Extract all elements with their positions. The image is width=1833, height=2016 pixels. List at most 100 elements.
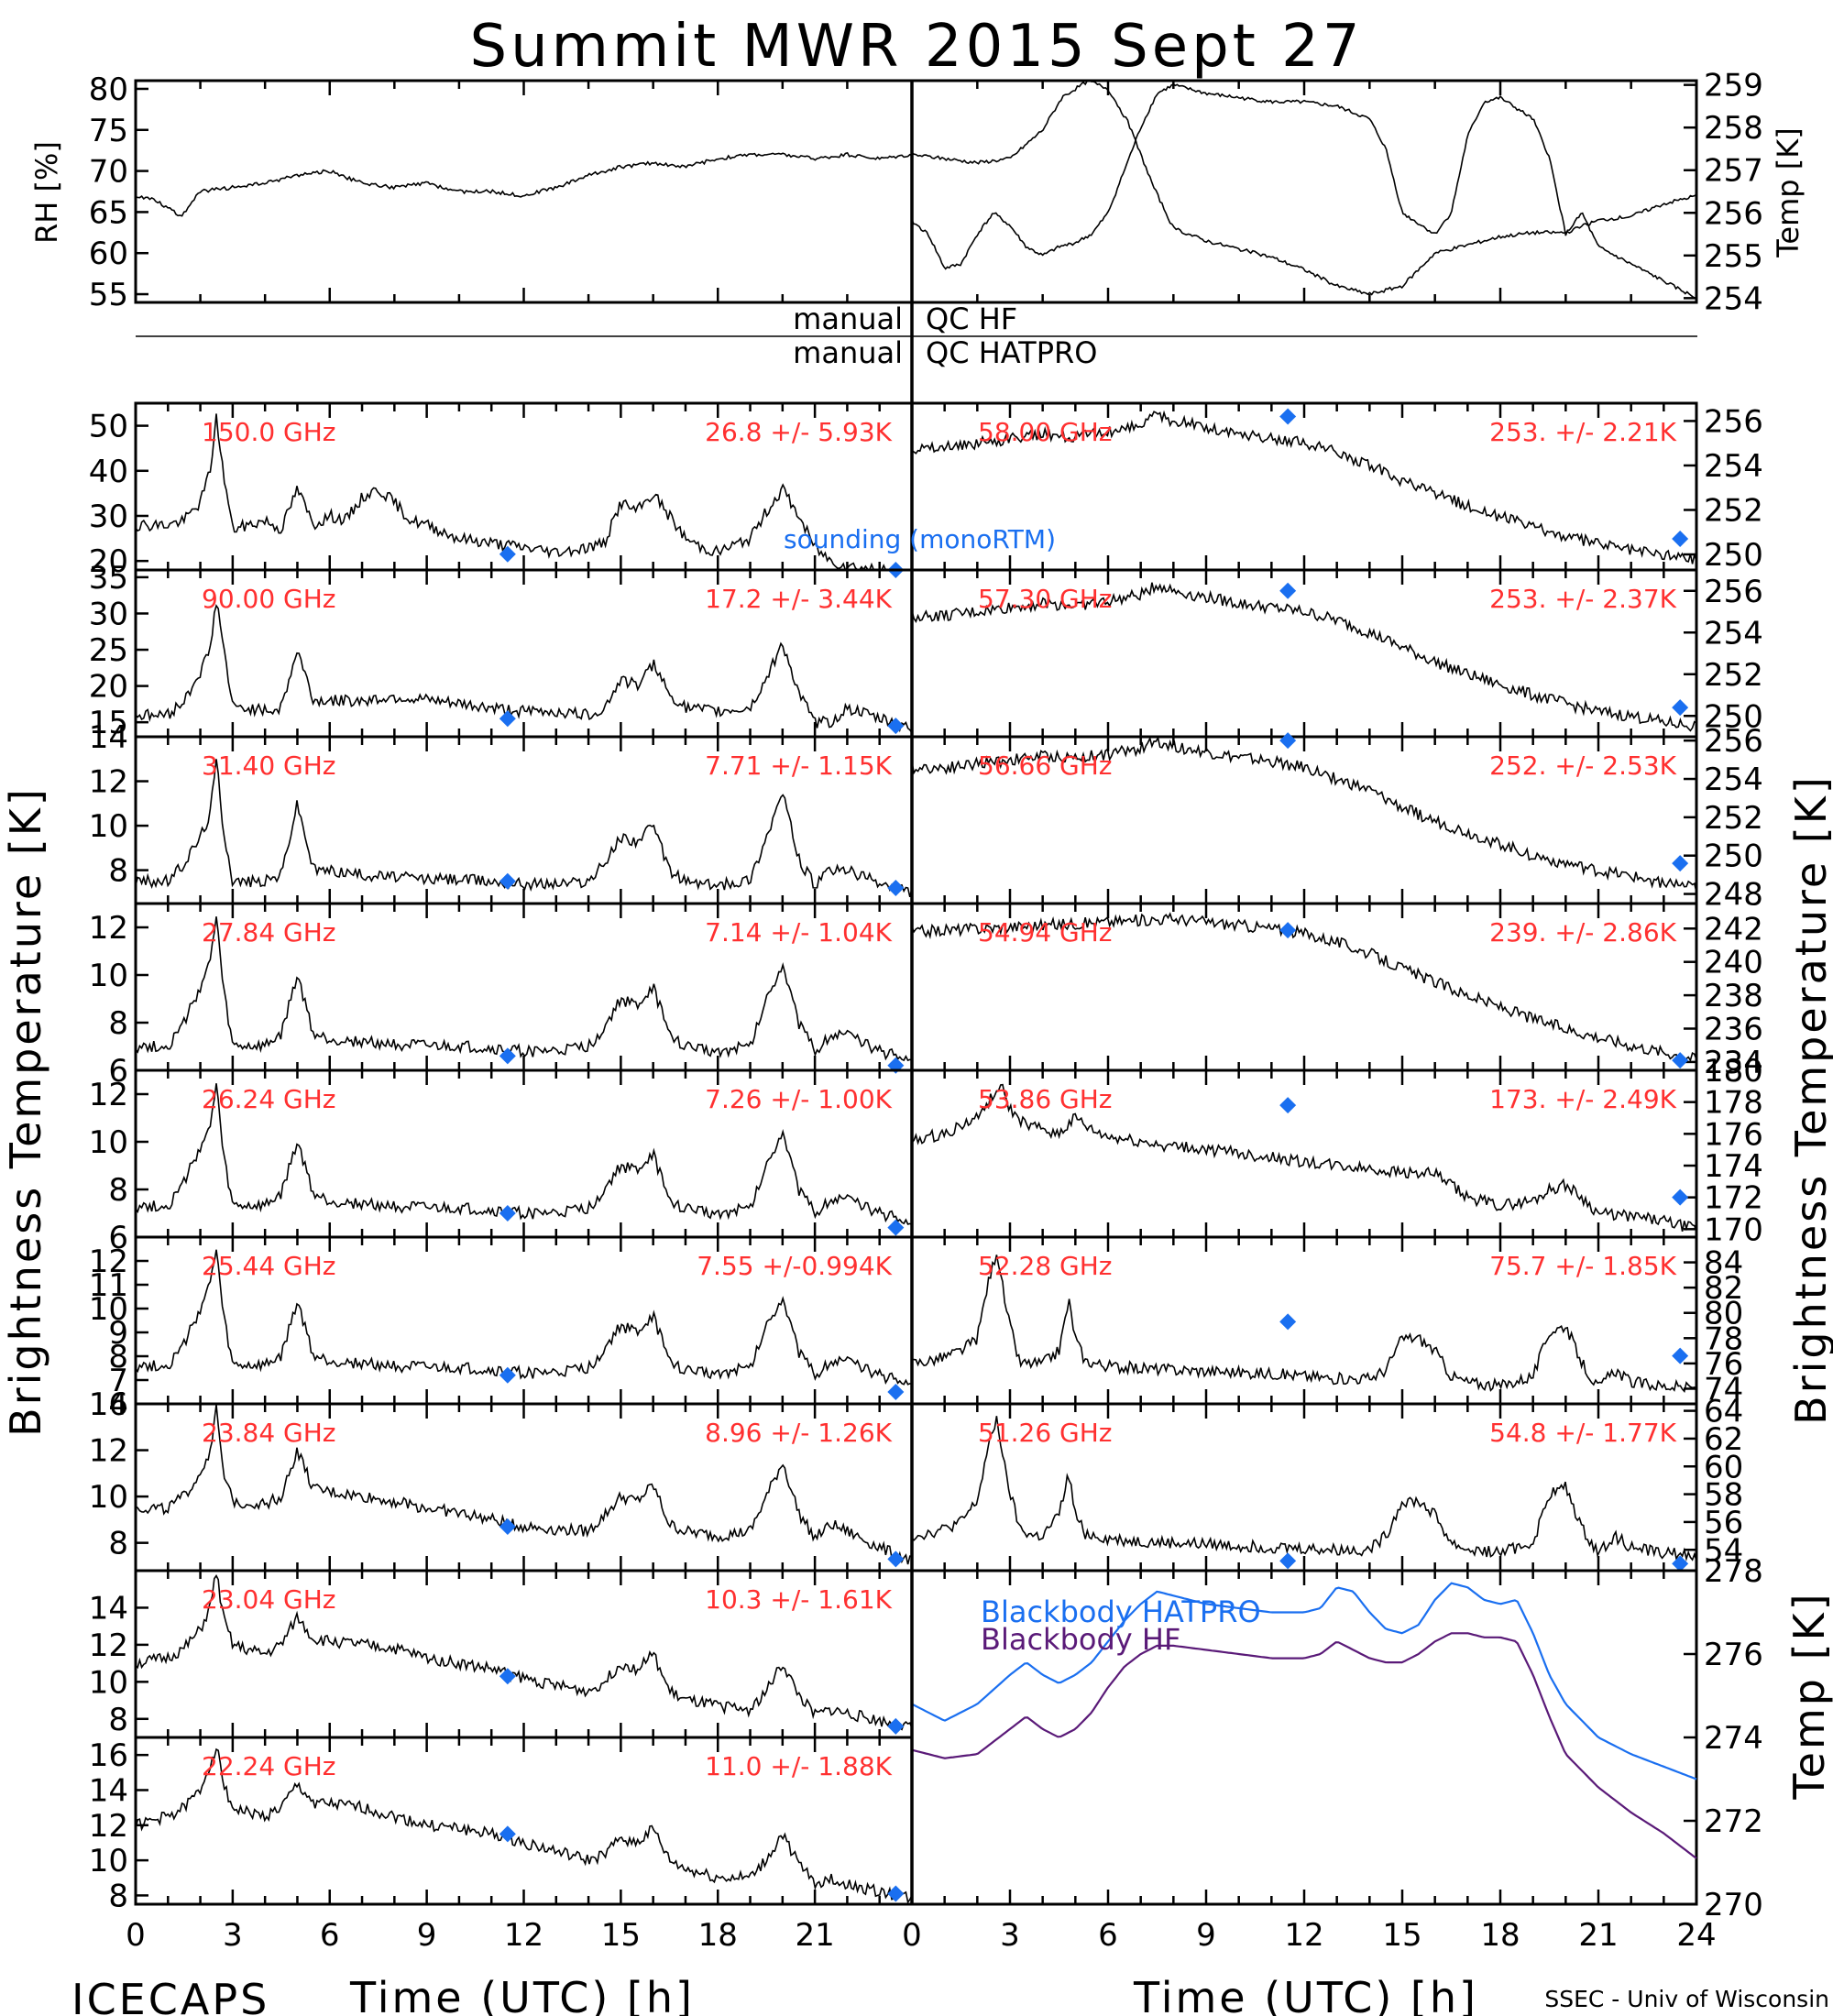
sounding-marker xyxy=(499,1366,516,1384)
sounding-marker xyxy=(1279,922,1297,939)
sounding-marker xyxy=(1279,1313,1297,1331)
y-tick-label: 80 xyxy=(89,71,128,108)
y-tick-label: 256 xyxy=(1704,403,1763,440)
sounding-marker xyxy=(887,1219,905,1236)
panel-stats-label: 26.8 +/- 5.93K xyxy=(705,417,892,447)
y-tick-label: 278 xyxy=(1704,1553,1763,1590)
y-tick-label: 74 xyxy=(1704,1371,1743,1408)
sounding-marker xyxy=(1279,1097,1297,1114)
x-tick-label-right: 18 xyxy=(1480,1917,1520,1954)
y-tick-label: 60 xyxy=(89,236,128,272)
y-tick-label: 10 xyxy=(89,1124,128,1161)
y-tick-label: 16 xyxy=(89,1737,128,1774)
footer-right: SSEC - Univ of Wisconsin xyxy=(1544,1986,1829,2012)
legend-blackbody-hatpro: Blackbody HATPRO xyxy=(981,1594,1261,1629)
panel-stats-label: 239. +/- 2.86K xyxy=(1489,917,1676,948)
y-tick-label: 15 xyxy=(89,705,128,741)
y-tick-label: 255 xyxy=(1704,238,1763,275)
sounding-marker xyxy=(499,710,516,728)
x-tick-label-left: 18 xyxy=(698,1917,738,1954)
sounding-marker xyxy=(1279,732,1297,750)
series-line xyxy=(135,1083,913,1225)
y-tick-label: 248 xyxy=(1704,877,1763,914)
series-line xyxy=(911,80,1697,296)
y-tick-label: 178 xyxy=(1704,1085,1763,1122)
series-line xyxy=(135,1573,913,1732)
y-tick-label: 257 xyxy=(1704,153,1763,190)
x-tick-label-left: 0 xyxy=(126,1917,146,1954)
y-tick-label: 8 xyxy=(108,853,128,890)
panel-frequency-label: 57.30 GHz xyxy=(978,584,1113,614)
panel-stats-label: 7.26 +/- 1.00K xyxy=(705,1084,892,1114)
y-tick-label: 250 xyxy=(1704,838,1763,875)
panel-stats-label: 11.0 +/- 1.88K xyxy=(705,1751,892,1781)
y-tick-label: 10 xyxy=(89,1291,128,1328)
x-tick-label-right: 15 xyxy=(1382,1917,1421,1954)
y-tick-label: 256 xyxy=(1704,195,1763,232)
panel-stats-label: 75.7 +/- 1.85K xyxy=(1489,1251,1676,1281)
y-tick-label: 8 xyxy=(108,1702,128,1738)
series-line xyxy=(911,410,1697,564)
y-tick-label: 12 xyxy=(89,1808,128,1845)
sounding-marker xyxy=(887,1550,905,1568)
y-tick-label: 50 xyxy=(89,409,128,445)
left-y-axis-label: Brightness Temperature [K] xyxy=(1,786,50,1437)
panel-31: 14 12 10 8 31.40 GHz 7.71 +/- 1.15K xyxy=(89,719,914,905)
y-tick-label: 84 xyxy=(1704,1245,1743,1282)
y-tick-label: 274 xyxy=(1704,1720,1763,1757)
panel-23.84: 14 12 10 8 23.84 GHz 8.96 +/- 1.26K xyxy=(89,1386,914,1572)
y-tick-label: 256 xyxy=(1704,723,1763,760)
x-tick-label-right: 3 xyxy=(1000,1917,1020,1954)
y-tick-label: 35 xyxy=(89,560,128,597)
qc-band: manual QC HF manual QC HATPRO xyxy=(136,301,1697,370)
x-tick-label-left: 6 xyxy=(320,1917,340,1954)
series-line xyxy=(135,604,913,734)
y-tick-label: 40 xyxy=(89,454,128,490)
y-tick-label: 80 xyxy=(1704,1296,1743,1332)
panel-stats-label: 253. +/- 2.21K xyxy=(1489,417,1676,447)
panel-27: 12 10 8 6 27.84 GHz 7.14 +/- 1.04K xyxy=(89,902,914,1090)
x-tick-label-right: 24 xyxy=(1676,1917,1716,1954)
y-tick-label: 250 xyxy=(1704,537,1763,574)
sounding-marker xyxy=(1279,408,1297,425)
panel-26: 12 10 8 6 26.24 GHz 7.26 +/- 1.00K xyxy=(89,1068,914,1256)
panel-stats-label: 7.71 +/- 1.15K xyxy=(705,751,892,781)
sounding-marker xyxy=(1672,855,1689,872)
blackbody-axis-label: Temp [K] xyxy=(1784,1591,1833,1800)
series-line xyxy=(911,1582,1697,1780)
y-tick-label: 10 xyxy=(89,958,128,994)
x-tick-label-left: 12 xyxy=(504,1917,543,1954)
chart-title: Summit MWR 2015 Sept 27 xyxy=(469,13,1363,81)
series-line xyxy=(135,759,913,897)
panel-stats-label: 17.2 +/- 3.44K xyxy=(705,584,892,614)
series-line xyxy=(135,413,912,572)
y-tick-label: 30 xyxy=(89,596,128,632)
y-tick-label: 64 xyxy=(1704,1394,1743,1430)
footer-left: ICECAPS xyxy=(71,1975,269,2016)
panel-rh2 xyxy=(910,79,1698,304)
sounding-marker xyxy=(499,1205,516,1222)
y-tick-label: 252 xyxy=(1704,800,1763,837)
y-tick-label: 180 xyxy=(1704,1053,1763,1090)
sounding-marker xyxy=(499,1517,516,1535)
legend-blackbody-hf: Blackbody HF xyxy=(981,1622,1180,1657)
series-line xyxy=(911,1416,1697,1562)
series-line xyxy=(135,1748,913,1904)
y-tick-label: 242 xyxy=(1704,911,1763,948)
panel-stats-label: 7.55 +/-0.994K xyxy=(697,1251,892,1281)
y-tick-label: 270 xyxy=(1704,1887,1763,1923)
panel-150: 50 40 30 20 150.0 GHz 26.8 +/- 5.93K xyxy=(89,401,914,580)
panel-frequency-label: 22.24 GHz xyxy=(202,1751,336,1781)
y-tick-label: 6 xyxy=(108,1220,128,1256)
series-line xyxy=(911,1255,1697,1393)
sounding-marker xyxy=(887,1885,905,1902)
y-tick-label: 236 xyxy=(1704,1012,1763,1048)
